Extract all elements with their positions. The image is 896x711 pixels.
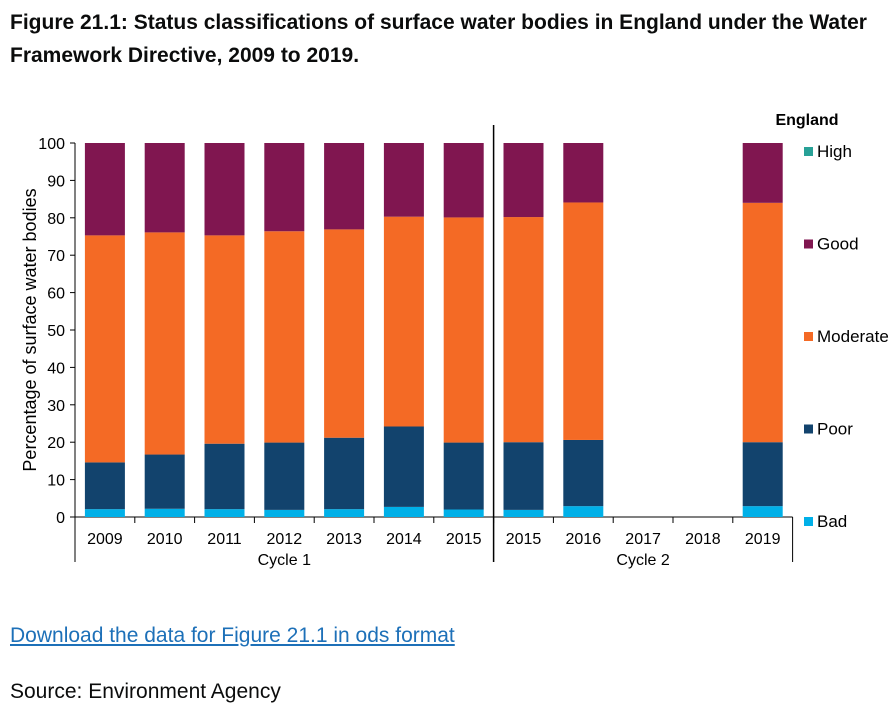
legend-label: Bad	[817, 512, 847, 531]
bar-segment-bad	[503, 509, 544, 517]
y-tick-label: 0	[56, 510, 65, 527]
legend-swatch-poor	[804, 424, 813, 434]
y-tick-label: 100	[38, 136, 65, 153]
bar-segment-good	[503, 143, 544, 218]
figure-title: Figure 21.1: Status classifications of s…	[10, 11, 867, 67]
bar-segment-poor	[324, 437, 365, 510]
bar-segment-moderate	[204, 235, 245, 444]
legend-swatch-bad	[804, 517, 813, 526]
bar-segment-moderate	[383, 216, 424, 427]
bar-segment-good	[383, 143, 424, 217]
bar-segment-poor	[84, 462, 125, 510]
x-tick-label: 2017	[625, 531, 661, 548]
x-tick-label: 2010	[147, 531, 183, 548]
x-tick-label: 2018	[685, 531, 721, 548]
bar-segment-moderate	[503, 217, 544, 443]
bar-segment-good	[742, 143, 783, 203]
bar-segment-poor	[563, 439, 604, 507]
x-tick-label: 2015	[506, 531, 542, 548]
y-axis-title: Percentage of surface water bodies	[20, 188, 40, 471]
bar-segment-poor	[443, 442, 484, 510]
legend-swatch-moderate	[804, 332, 813, 341]
bar-segment-bad	[443, 509, 484, 517]
bar-segment-good	[84, 143, 125, 236]
bar-segment-moderate	[742, 202, 783, 443]
bar-segment-poor	[264, 442, 305, 510]
legend-label: Moderate	[817, 327, 889, 346]
bar-segment-bad	[144, 508, 185, 517]
bar-segment-good	[563, 143, 604, 203]
bar-segment-poor	[204, 443, 245, 510]
bar-segment-poor	[503, 442, 544, 510]
group-label: Cycle 2	[616, 552, 669, 569]
y-tick-label: 10	[47, 473, 65, 490]
bar-segment-good	[204, 143, 245, 236]
bar-segment-poor	[742, 442, 783, 507]
bar-segment-bad	[264, 509, 305, 517]
bar-segment-good	[144, 143, 185, 233]
y-tick-label: 40	[47, 360, 65, 377]
legend-label: Good	[817, 235, 859, 254]
bar-segment-bad	[324, 509, 365, 517]
bar-segment-moderate	[443, 217, 484, 443]
x-tick-label: 2013	[326, 531, 362, 548]
x-tick-label: 2009	[87, 531, 123, 548]
bar-segment-moderate	[563, 202, 604, 440]
bar-segment-bad	[742, 506, 783, 517]
bar-segment-bad	[563, 506, 604, 517]
y-tick-label: 60	[47, 286, 65, 303]
x-tick-label: 2011	[207, 531, 242, 548]
y-tick-label: 80	[47, 211, 65, 228]
legend-swatch-high	[804, 147, 813, 156]
x-tick-label: 2016	[566, 531, 602, 548]
y-tick-label: 50	[47, 323, 65, 340]
bar-segment-bad	[84, 509, 125, 517]
bar-segment-moderate	[84, 235, 125, 463]
bar-segment-good	[324, 143, 365, 230]
bar-segment-poor	[144, 454, 185, 509]
source-text: Source: Environment Agency	[10, 680, 281, 703]
legend-label: Poor	[817, 420, 853, 439]
group-label: Cycle 1	[258, 552, 311, 569]
bar-segment-bad	[204, 509, 245, 517]
bar-segment-moderate	[264, 231, 305, 443]
legend-label: High	[817, 142, 852, 161]
y-tick-label: 20	[47, 435, 65, 452]
bar-segment-poor	[383, 426, 424, 507]
bar-segment-bad	[383, 506, 424, 517]
x-tick-label: 2014	[386, 531, 422, 548]
download-data-link[interactable]: Download the data for Figure 21.1 in ods…	[10, 624, 455, 647]
y-tick-label: 90	[47, 173, 65, 190]
x-tick-label: 2012	[267, 531, 303, 548]
bar-segment-good	[443, 143, 484, 218]
bar-segment-good	[264, 143, 305, 232]
bar-segment-moderate	[324, 229, 365, 438]
x-tick-label: 2015	[446, 531, 482, 548]
legend-swatch-good	[804, 239, 813, 249]
y-tick-label: 70	[47, 248, 65, 265]
y-tick-label: 30	[47, 398, 65, 415]
x-tick-label: 2019	[745, 531, 781, 548]
bar-segment-moderate	[144, 232, 185, 455]
stacked-bar-chart: Percentage of surface water bodies Engla…	[20, 112, 889, 569]
legend-title: England	[775, 112, 838, 129]
